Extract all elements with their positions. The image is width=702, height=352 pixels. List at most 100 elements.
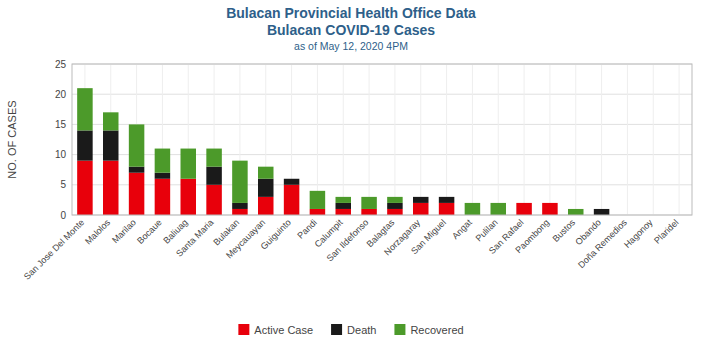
bar-segment [181, 179, 197, 215]
legend: Active Case Death Recovered [238, 324, 463, 336]
grid [72, 64, 692, 215]
title-line: Bulacan Provincial Health Office Data [226, 5, 476, 21]
y-grid-line [72, 124, 692, 125]
x-grid-line [472, 64, 473, 215]
x-tick-label: Guiguinto [259, 217, 293, 251]
legend-label: Death [347, 324, 376, 336]
bar-segment [387, 197, 403, 203]
bar-segment [542, 203, 558, 215]
bar-segment [206, 149, 222, 167]
bar-segment [284, 185, 300, 215]
bar-segment [336, 203, 352, 209]
bar-segment [103, 130, 119, 160]
bars [77, 88, 609, 215]
bar-segment [336, 197, 352, 203]
bar-segment [413, 203, 429, 215]
x-grid-line [498, 64, 499, 215]
x-grid-line [601, 64, 602, 215]
x-tick-label: Santa Maria [174, 217, 215, 258]
bar-segment [232, 161, 248, 203]
plot-frame [72, 64, 692, 215]
legend-item: Recovered [394, 324, 463, 336]
bar-segment [516, 202, 532, 203]
series [77, 88, 583, 215]
bar-segment [232, 209, 248, 215]
bar-segment [206, 185, 222, 215]
bar-segment [258, 179, 274, 197]
x-grid-line [524, 64, 525, 215]
y-tick-label: 10 [55, 149, 67, 160]
bar-segment [77, 161, 93, 215]
x-tick-label: Angat [450, 217, 474, 241]
bar-segment [284, 179, 300, 185]
legend-swatch [394, 324, 405, 335]
bar-segment [103, 161, 119, 215]
x-tick-label: San Ildefonso [325, 217, 371, 263]
x-tick-label: Plaridel [652, 217, 680, 245]
bar-segment [77, 88, 93, 130]
title: Bulacan Provincial Health Office DataBul… [226, 5, 476, 38]
x-grid-line [369, 64, 370, 215]
x-grid-line [549, 64, 550, 215]
bar-segment [387, 209, 403, 215]
x-grid-line [653, 64, 654, 215]
bar-segment [516, 202, 532, 203]
x-tick-label: Meycauayan [224, 217, 267, 260]
series [77, 161, 558, 215]
bar-segment [439, 196, 455, 197]
bar-segment [439, 197, 455, 203]
legend-label: Recovered [410, 324, 463, 336]
bar-segment [129, 124, 145, 166]
bar-segment [103, 112, 119, 130]
subtitle: as of May 12, 2020 4PM [294, 40, 408, 52]
bar-segment [155, 149, 171, 173]
y-tick-label: 15 [55, 119, 67, 130]
bar-segment [129, 173, 145, 215]
x-tick-label: Bocaue [135, 217, 164, 246]
legend-swatch [331, 324, 342, 335]
bar-segment [284, 178, 300, 179]
bar-segment [258, 197, 274, 215]
y-grid-line [72, 94, 692, 95]
bar-segment [361, 197, 377, 209]
x-tick-label: Hagonoy [622, 217, 655, 250]
bar-segment [77, 130, 93, 160]
legend-swatch [238, 324, 249, 335]
x-tick-label: San Miguel [409, 217, 448, 256]
x-axis: San Jose Del MonteMalolosMarilaoBocaueBa… [22, 217, 681, 282]
x-grid-line [627, 64, 628, 215]
bar-segment [336, 209, 352, 215]
bar-segment [542, 202, 558, 203]
x-grid-line [575, 64, 576, 215]
bar-segment [594, 209, 610, 215]
bar-segment [206, 167, 222, 185]
x-grid-line [394, 64, 395, 215]
bar-segment [155, 179, 171, 215]
x-grid-line [446, 64, 447, 215]
bar-segment [516, 203, 532, 215]
bar-segment [542, 202, 558, 203]
y-tick-label: 25 [55, 59, 67, 70]
y-tick-label: 5 [60, 179, 66, 190]
bar-segment [594, 208, 610, 209]
bar-segment [491, 203, 507, 215]
y-tick-label: 0 [60, 210, 66, 221]
x-tick-label: Marilao [110, 217, 138, 245]
y-axis: 0 5 10 15 20 25 NO. OF CASES [6, 59, 66, 221]
bar-segment [310, 209, 326, 215]
y-axis-label: NO. OF CASES [6, 100, 18, 178]
x-tick-label: Malolos [83, 217, 112, 246]
legend-item: Active Case [238, 324, 313, 336]
legend-label: Active Case [254, 324, 313, 336]
bar-segment [439, 203, 455, 215]
title-line: Bulacan COVID-19 Cases [267, 22, 435, 38]
y-tick-label: 20 [55, 89, 67, 100]
x-grid-line [343, 64, 344, 215]
bar-segment [129, 167, 145, 173]
bar-segment [155, 173, 171, 179]
bar-segment [413, 196, 429, 197]
chart: Bulacan Provincial Health Office DataBul… [0, 0, 702, 352]
bar-segment [258, 167, 274, 179]
bar-segment [387, 203, 403, 209]
bar-segment [413, 197, 429, 203]
